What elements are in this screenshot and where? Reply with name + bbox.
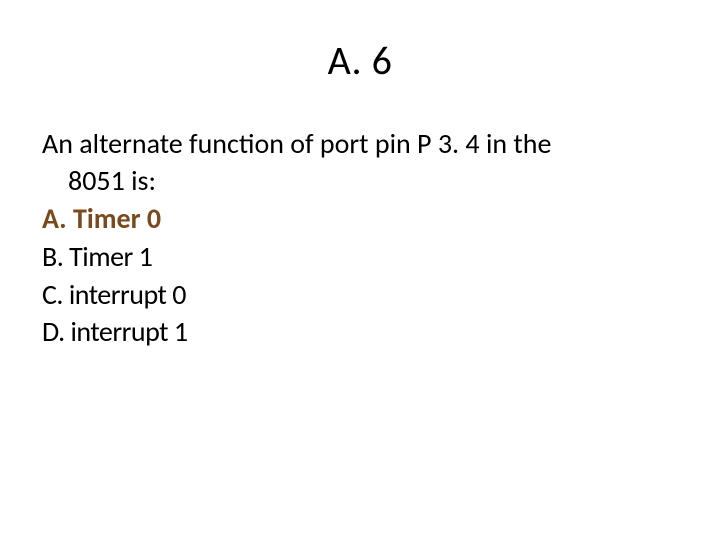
question-line-1: An alternate function of port pin P 3. 4… xyxy=(42,126,678,161)
option-c: C. interrupt 0 xyxy=(42,276,678,314)
slide: A. 6 An alternate function of port pin P… xyxy=(0,0,720,540)
option-d: D. interrupt 1 xyxy=(42,313,678,351)
slide-title: A. 6 xyxy=(0,36,720,85)
question-line-2: 8051 is: xyxy=(42,163,678,198)
slide-body: An alternate function of port pin P 3. 4… xyxy=(42,126,678,351)
option-b: B. Timer 1 xyxy=(42,238,678,276)
option-a: A. Timer 0 xyxy=(42,200,678,238)
